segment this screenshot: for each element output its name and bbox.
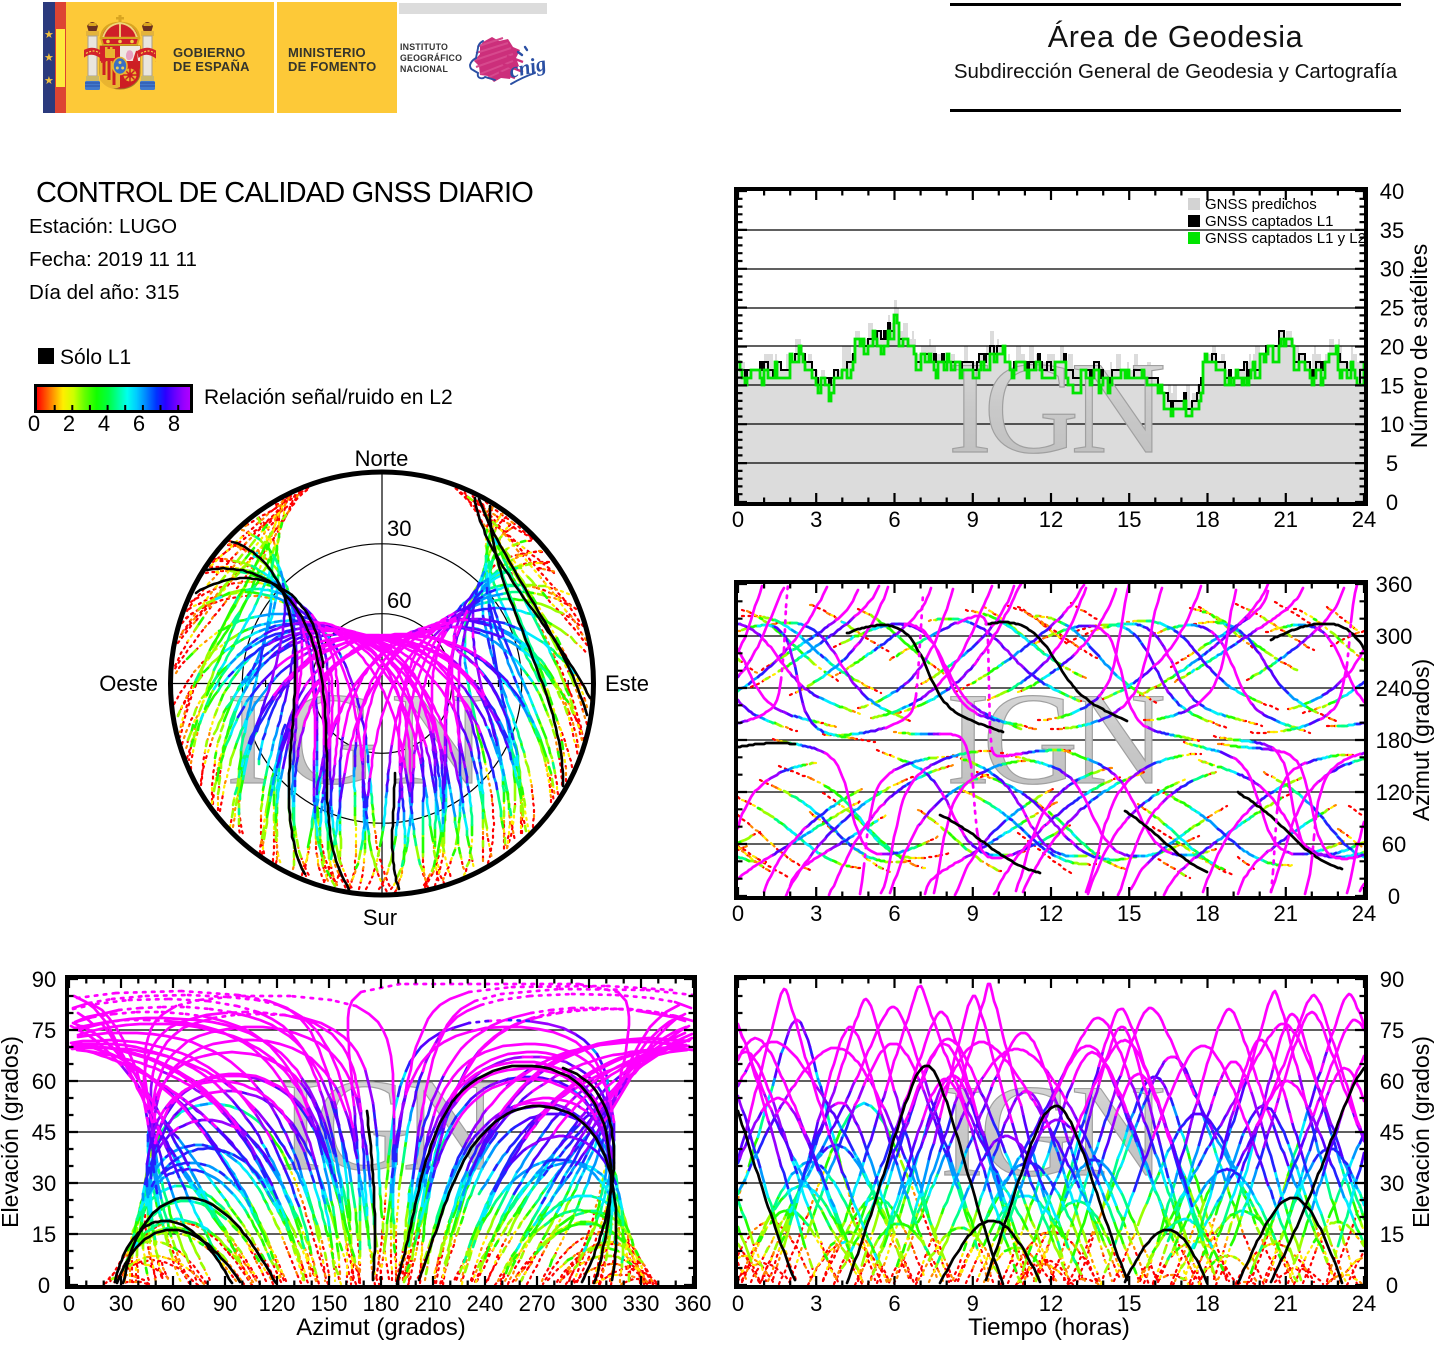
svg-text:35: 35 <box>1380 218 1404 243</box>
svg-text:6: 6 <box>888 901 900 926</box>
svg-text:Azimut (grados): Azimut (grados) <box>1408 659 1434 821</box>
svg-text:150: 150 <box>311 1291 348 1316</box>
svg-text:0: 0 <box>1388 884 1400 909</box>
svg-text:60: 60 <box>1382 832 1406 857</box>
svg-text:24: 24 <box>1352 901 1376 926</box>
svg-text:120: 120 <box>1376 780 1413 805</box>
svg-text:30: 30 <box>1380 1171 1404 1196</box>
svg-text:15: 15 <box>1380 1222 1404 1247</box>
svg-text:Elevación (grados): Elevación (grados) <box>0 1036 23 1228</box>
svg-text:12: 12 <box>1039 1291 1063 1316</box>
svg-text:15: 15 <box>1117 507 1141 532</box>
svg-text:360: 360 <box>675 1291 712 1316</box>
svg-text:240: 240 <box>467 1291 504 1316</box>
svg-text:60: 60 <box>161 1291 185 1316</box>
svg-text:0: 0 <box>1386 490 1398 515</box>
svg-text:Elevación (grados): Elevación (grados) <box>1408 1036 1434 1228</box>
svg-text:6: 6 <box>888 507 900 532</box>
svg-text:21: 21 <box>1273 507 1297 532</box>
svg-text:0: 0 <box>38 1273 50 1298</box>
svg-text:45: 45 <box>32 1120 56 1145</box>
svg-text:Tiempo (horas): Tiempo (horas) <box>968 1314 1130 1341</box>
svg-text:180: 180 <box>1376 728 1413 753</box>
svg-text:300: 300 <box>1376 624 1413 649</box>
svg-text:18: 18 <box>1195 1291 1219 1316</box>
svg-text:60: 60 <box>387 588 411 613</box>
svg-text:210: 210 <box>415 1291 452 1316</box>
svg-text:3: 3 <box>810 901 822 926</box>
svg-text:300: 300 <box>571 1291 608 1316</box>
svg-text:9: 9 <box>967 1291 979 1316</box>
svg-text:3: 3 <box>810 1291 822 1316</box>
svg-text:18: 18 <box>1195 507 1219 532</box>
svg-text:60: 60 <box>1380 1069 1404 1094</box>
svg-text:30: 30 <box>1380 257 1404 282</box>
svg-text:240: 240 <box>1376 676 1413 701</box>
svg-text:12: 12 <box>1039 507 1063 532</box>
svg-text:GNSS captados L1 y L2: GNSS captados L1 y L2 <box>1205 230 1366 247</box>
svg-text:0: 0 <box>732 507 744 532</box>
svg-text:90: 90 <box>32 967 56 992</box>
svg-text:GNSS predichos: GNSS predichos <box>1205 196 1317 213</box>
svg-text:0: 0 <box>1386 1273 1398 1298</box>
svg-text:75: 75 <box>1380 1018 1404 1043</box>
svg-text:90: 90 <box>213 1291 237 1316</box>
svg-text:40: 40 <box>1380 179 1404 204</box>
svg-text:5: 5 <box>1386 451 1398 476</box>
svg-text:60: 60 <box>32 1069 56 1094</box>
svg-text:Número de satélites: Número de satélites <box>1406 244 1432 449</box>
svg-text:21: 21 <box>1273 901 1297 926</box>
svg-text:GNSS captados L1: GNSS captados L1 <box>1205 213 1333 230</box>
svg-text:10: 10 <box>1380 412 1404 437</box>
svg-text:9: 9 <box>967 507 979 532</box>
svg-text:20: 20 <box>1380 334 1404 359</box>
svg-text:15: 15 <box>32 1222 56 1247</box>
svg-text:0: 0 <box>732 901 744 926</box>
svg-text:75: 75 <box>32 1018 56 1043</box>
svg-text:270: 270 <box>519 1291 556 1316</box>
svg-text:15: 15 <box>1117 901 1141 926</box>
svg-text:3: 3 <box>810 507 822 532</box>
svg-text:12: 12 <box>1039 901 1063 926</box>
svg-text:45: 45 <box>1380 1120 1404 1145</box>
svg-text:30: 30 <box>109 1291 133 1316</box>
svg-text:6: 6 <box>888 1291 900 1316</box>
svg-text:15: 15 <box>1380 373 1404 398</box>
svg-text:0: 0 <box>63 1291 75 1316</box>
svg-text:0: 0 <box>732 1291 744 1316</box>
svg-text:24: 24 <box>1352 1291 1376 1316</box>
svg-text:120: 120 <box>259 1291 296 1316</box>
svg-text:25: 25 <box>1380 296 1404 321</box>
svg-text:21: 21 <box>1273 1291 1297 1316</box>
svg-text:9: 9 <box>967 901 979 926</box>
svg-text:180: 180 <box>363 1291 400 1316</box>
svg-text:IGN: IGN <box>948 334 1166 481</box>
svg-text:360: 360 <box>1376 572 1413 597</box>
svg-text:30: 30 <box>387 516 411 541</box>
svg-text:30: 30 <box>32 1171 56 1196</box>
svg-text:Azimut (grados): Azimut (grados) <box>296 1314 465 1341</box>
svg-text:330: 330 <box>623 1291 660 1316</box>
svg-text:18: 18 <box>1195 901 1219 926</box>
svg-text:15: 15 <box>1117 1291 1141 1316</box>
svg-text:90: 90 <box>1380 967 1404 992</box>
svg-text:24: 24 <box>1352 507 1376 532</box>
